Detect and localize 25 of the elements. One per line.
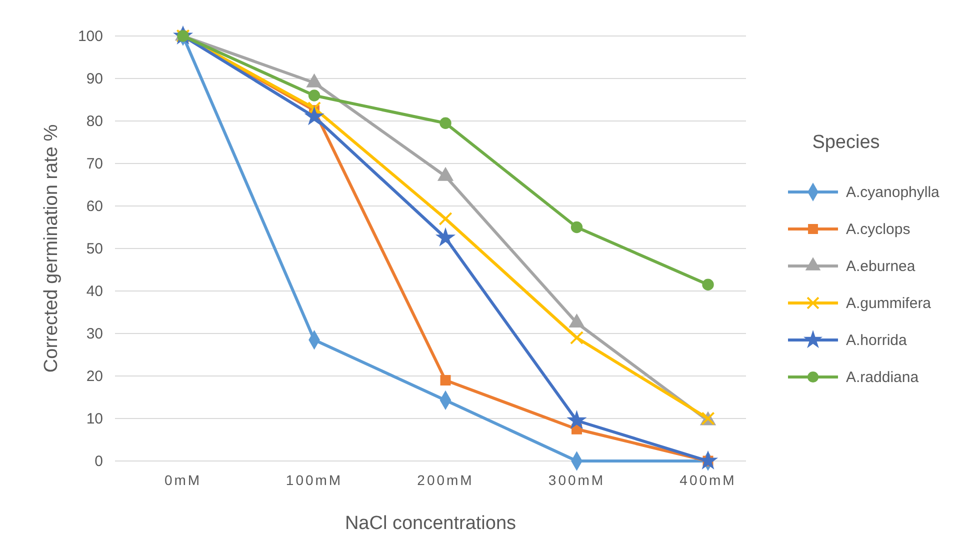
y-tick-label: 70 bbox=[86, 155, 103, 172]
legend-label: A.horrida bbox=[846, 332, 908, 349]
legend-label: A.gummifera bbox=[846, 295, 932, 312]
x-tick-label: 300mM bbox=[548, 472, 606, 488]
x-tick-label: 0mM bbox=[164, 472, 202, 488]
y-tick-label: 40 bbox=[86, 282, 103, 300]
y-axis-title: Corrected germination rate % bbox=[41, 124, 62, 373]
y-tick-label: 20 bbox=[86, 368, 103, 385]
legend-label: A.cyclops bbox=[846, 221, 910, 238]
legend-label: A.eburnea bbox=[846, 258, 916, 275]
y-tick-label: 60 bbox=[86, 198, 103, 215]
x-tick-label: 100mM bbox=[286, 472, 343, 488]
y-tick-label: 90 bbox=[86, 70, 103, 88]
y-tick-label: 80 bbox=[86, 112, 103, 130]
legend-label: A.raddiana bbox=[846, 369, 920, 386]
x-axis-title: NaCl concentrations bbox=[344, 513, 516, 534]
y-tick-label: 100 bbox=[78, 28, 103, 45]
x-tick-label: 200mM bbox=[417, 472, 474, 488]
x-tick-label: 400mM bbox=[680, 472, 736, 488]
legend-label: A.cyanophylla bbox=[846, 184, 940, 201]
y-tick-label: 0 bbox=[94, 452, 103, 470]
y-tick-label: 50 bbox=[86, 240, 103, 258]
y-tick-label: 10 bbox=[86, 410, 103, 428]
y-tick-label: 30 bbox=[86, 325, 103, 342]
legend-title: Species bbox=[812, 132, 880, 153]
